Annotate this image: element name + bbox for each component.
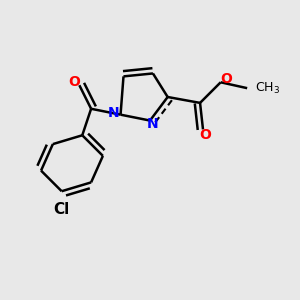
Text: N: N	[107, 106, 119, 120]
Text: Cl: Cl	[53, 202, 70, 217]
Text: N: N	[147, 117, 159, 131]
Text: O: O	[200, 128, 211, 142]
Text: O: O	[220, 72, 232, 86]
Text: O: O	[68, 75, 80, 89]
Text: CH$_3$: CH$_3$	[255, 81, 280, 96]
